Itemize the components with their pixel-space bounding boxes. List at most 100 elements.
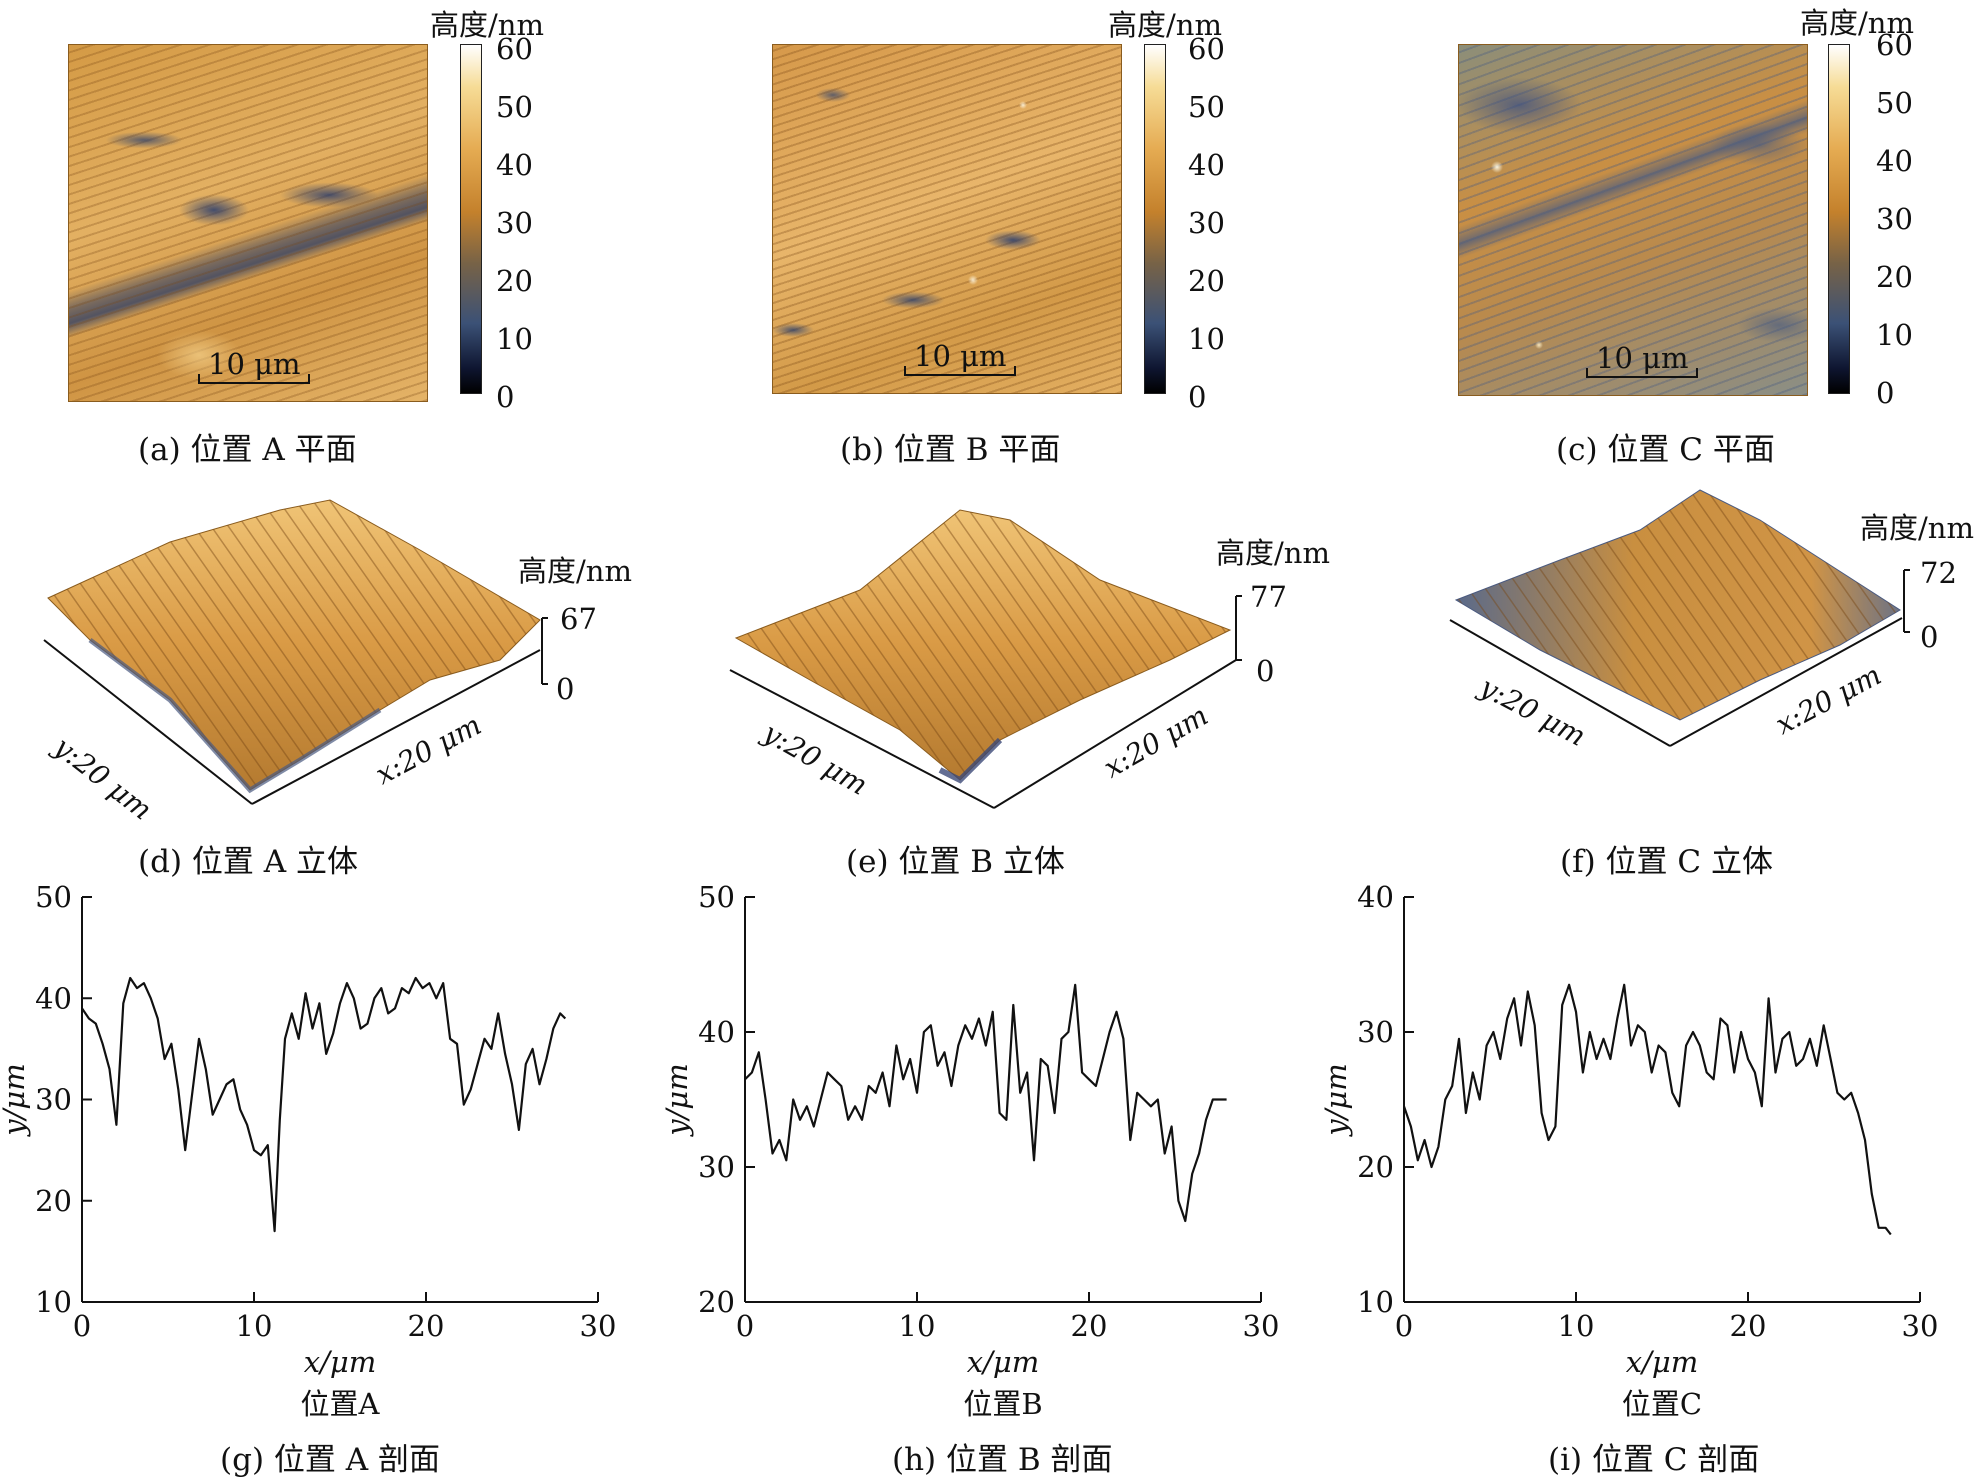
colorbar-tick: 60 — [496, 32, 533, 66]
x-axis-label: x/μm — [1626, 1345, 1698, 1379]
colorbar-tick: 40 — [496, 148, 533, 182]
colorbar-tick: 50 — [1188, 90, 1225, 124]
caption-d: (d) 位置 A 立体 — [138, 844, 358, 880]
x-tick-label: 30 — [1902, 1309, 1939, 1343]
surface-3d-a-shadow — [88, 638, 382, 794]
surface-3d-b — [729, 509, 1242, 809]
axis-x-line-a — [251, 649, 541, 805]
colorbar-tick: 30 — [1876, 202, 1913, 236]
x-tick-label: 20 — [408, 1309, 445, 1343]
y-tick-label: 10 — [35, 1285, 72, 1319]
chart-title: 位置A — [301, 1387, 381, 1421]
y-tick-label: 50 — [698, 880, 735, 914]
y-tick-label: 30 — [698, 1150, 735, 1184]
series-line — [81, 976, 567, 1233]
x-tick-label: 10 — [1558, 1309, 1595, 1343]
caption-e: (e) 位置 B 立体 — [846, 844, 1065, 880]
axis-y-line-b — [729, 669, 995, 809]
afm-plane-image-b — [772, 44, 1122, 394]
colorbar-b — [1144, 44, 1166, 394]
colorbar-tick: 30 — [496, 206, 533, 240]
y-tick-label: 50 — [35, 880, 72, 914]
scale-bar-b — [904, 366, 1016, 376]
axis-y-line-a — [43, 639, 253, 805]
height-title-c: 高度/nm — [1860, 511, 1974, 545]
x-axis-label: x/μm — [304, 1345, 376, 1379]
surface-3d-b-shadow — [938, 737, 1003, 784]
x-tick-label: 0 — [736, 1309, 754, 1343]
colorbar-tick: 60 — [1188, 32, 1225, 66]
y-tick-label: 40 — [35, 981, 72, 1015]
x-tick-label: 20 — [1730, 1309, 1767, 1343]
colorbar-tick: 20 — [1876, 260, 1913, 294]
y-axis-label: y/μm — [1319, 1063, 1353, 1138]
y-tick-label: 10 — [1357, 1285, 1394, 1319]
y-axis-label: y/μm — [0, 1063, 31, 1138]
colorbar-tick: 50 — [496, 90, 533, 124]
colorbar-tick: 10 — [1188, 322, 1225, 356]
colorbar-tick: 40 — [1188, 148, 1225, 182]
surface-3d-c-ridges — [1456, 490, 1900, 720]
caption-a: (a) 位置 A 平面 — [138, 432, 357, 468]
profile-chart-b: 0 10 20 30 20 30 40 50 y/μm x/μm 位置B — [660, 880, 1279, 1421]
colorbar-tick: 60 — [1876, 28, 1913, 62]
x-tick-label: 10 — [899, 1309, 936, 1343]
y-tick-label: 40 — [698, 1015, 735, 1049]
height-min-c: 0 — [1920, 620, 1939, 654]
scale-bar-label-c: 10 μm — [1596, 341, 1689, 375]
series-line — [1402, 983, 1892, 1236]
y-tick-label: 20 — [35, 1184, 72, 1218]
height-title-b: 高度/nm — [1216, 536, 1330, 570]
axis-y-line-c — [1449, 619, 1671, 747]
y-tick-label: 40 — [1357, 880, 1394, 914]
surface-3d-row — [43, 489, 1910, 809]
afm-plane-image-a — [68, 44, 428, 402]
height-min-a: 0 — [556, 672, 575, 706]
caption-b: (b) 位置 B 平面 — [840, 432, 1061, 468]
height-max-c: 72 — [1920, 556, 1957, 590]
y-axis-label: y/μm — [660, 1063, 694, 1138]
height-max-b: 77 — [1250, 580, 1287, 614]
colorbar-a — [460, 44, 482, 394]
x-tick-label: 0 — [1395, 1309, 1413, 1343]
colorbar-tick: 10 — [1876, 318, 1913, 352]
colorbar-tick: 0 — [1188, 380, 1207, 414]
colorbar-tick: 50 — [1876, 86, 1913, 120]
colorbar-tick: 0 — [1876, 376, 1895, 410]
colorbar-title-c: 高度/nm — [1800, 6, 1914, 40]
afm-plane-image-c — [1458, 44, 1808, 396]
axis-x-line-c — [1669, 617, 1903, 747]
colorbar-tick: 30 — [1188, 206, 1225, 240]
x-tick-label: 0 — [73, 1309, 91, 1343]
y-tick-label: 30 — [1357, 1015, 1394, 1049]
axis-x-line-b — [993, 659, 1237, 809]
chart-title: 位置B — [963, 1387, 1042, 1421]
caption-f: (f) 位置 C 立体 — [1560, 844, 1773, 880]
x-tick-label: 20 — [1071, 1309, 1108, 1343]
y-tick-label: 30 — [35, 1083, 72, 1117]
y-tick-label: 20 — [1357, 1150, 1394, 1184]
surface-3d-b-ridges — [736, 510, 1230, 780]
surface-3d-c — [1449, 489, 1910, 747]
colorbar-title-a: 高度/nm — [430, 8, 544, 42]
colorbar-title-b: 高度/nm — [1108, 8, 1222, 42]
height-title-a: 高度/nm — [518, 554, 632, 588]
scale-bar-a — [198, 374, 310, 384]
caption-g: (g) 位置 A 剖面 — [220, 1442, 440, 1478]
x-tick-label: 30 — [1243, 1309, 1280, 1343]
caption-i: (i) 位置 C 剖面 — [1548, 1442, 1760, 1478]
colorbar-tick: 20 — [496, 264, 533, 298]
scale-bar-label-a: 10 μm — [208, 347, 301, 381]
caption-c: (c) 位置 C 平面 — [1556, 432, 1775, 468]
chart-title: 位置C — [1622, 1387, 1702, 1421]
x-tick-label: 10 — [236, 1309, 273, 1343]
scale-bar-c — [1586, 368, 1698, 378]
y-tick-label: 20 — [698, 1285, 735, 1319]
colorbar-tick: 20 — [1188, 264, 1225, 298]
colorbar-tick: 10 — [496, 322, 533, 356]
scale-bar-label-b: 10 μm — [914, 339, 1007, 373]
surface-3d-a-ridges — [48, 500, 540, 790]
